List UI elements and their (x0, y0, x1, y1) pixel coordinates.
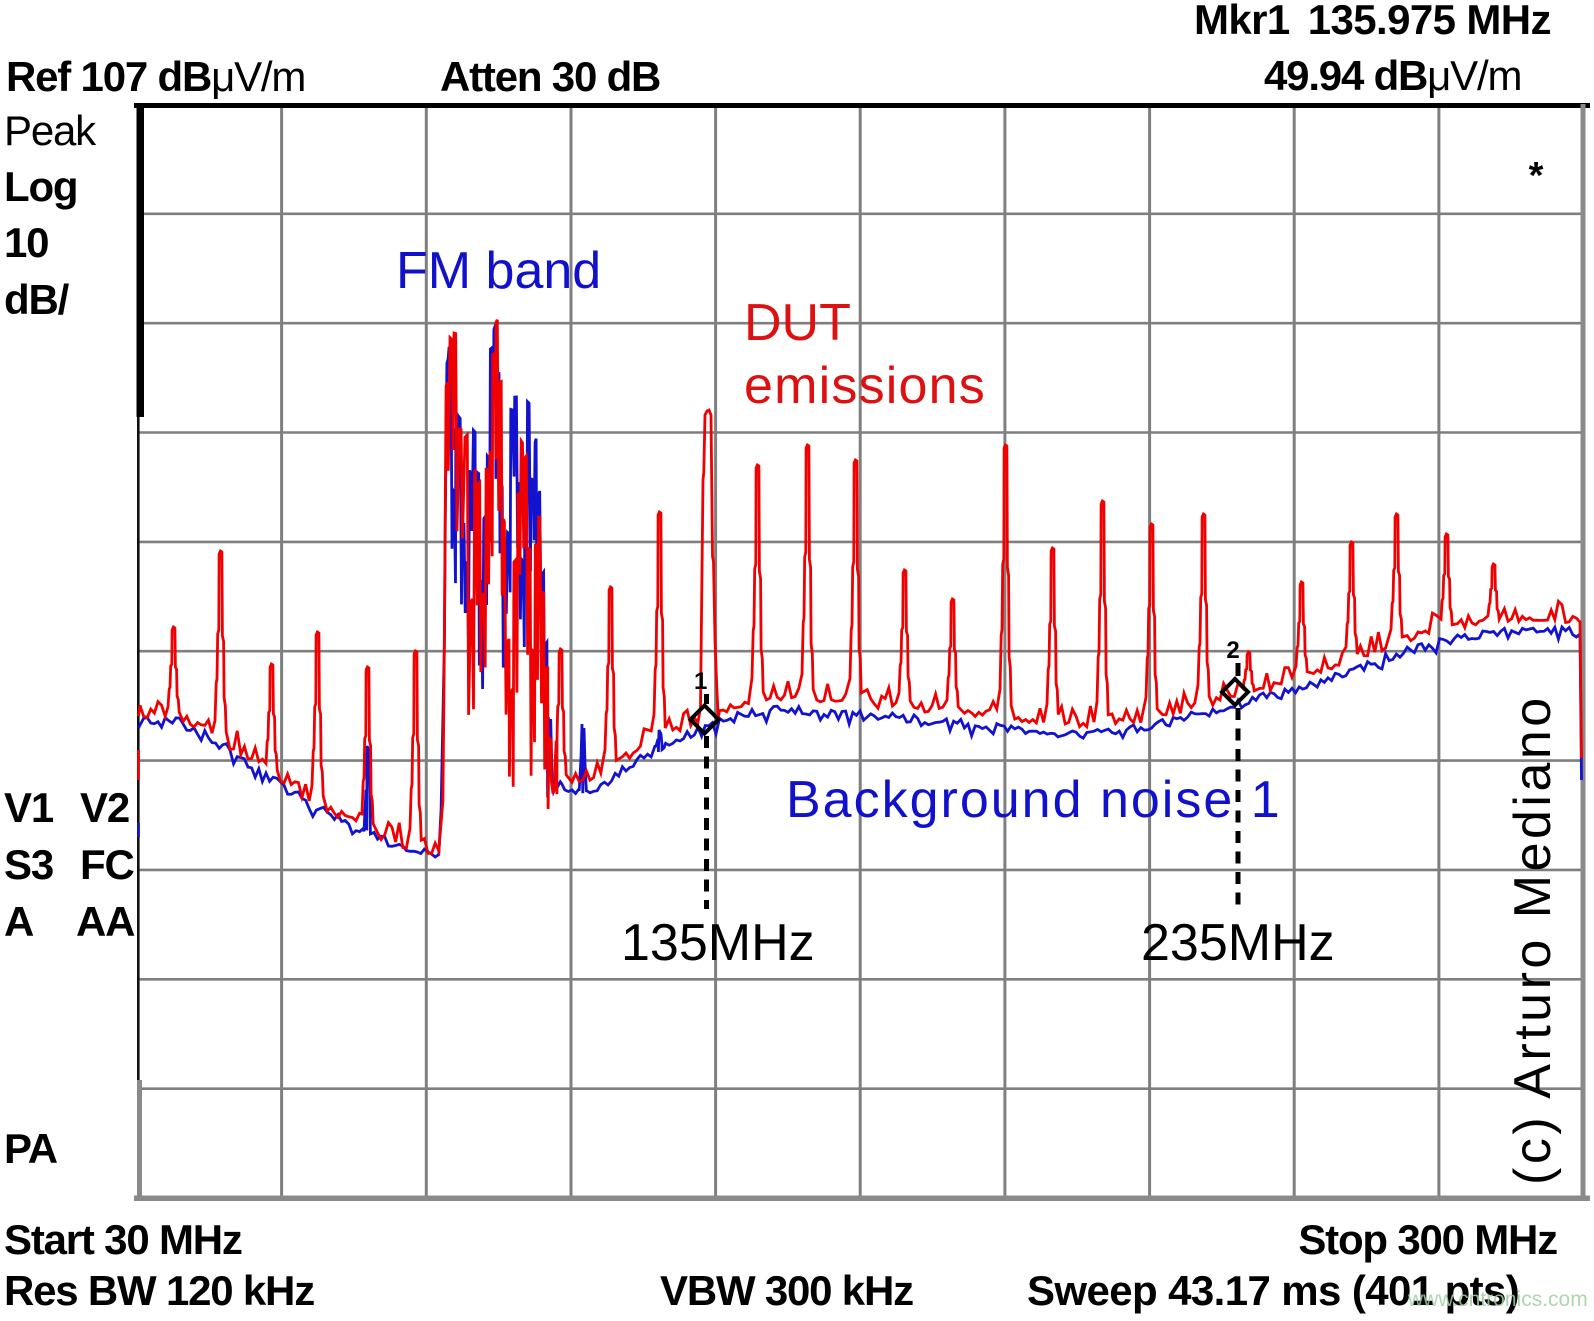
svg-text:1: 1 (694, 668, 707, 695)
svg-text:Ref 107 dBμV/m: Ref 107 dBμV/m (6, 53, 305, 100)
svg-text:V2: V2 (80, 784, 129, 831)
svg-text:AA: AA (76, 898, 135, 945)
svg-text:(c) Arturo Mediano: (c) Arturo Mediano (1504, 694, 1562, 1185)
svg-text:A: A (4, 898, 34, 945)
svg-text:FC: FC (80, 841, 134, 888)
svg-text:PA: PA (4, 1125, 58, 1172)
svg-text:V1: V1 (4, 784, 54, 831)
svg-text:Sweep 43.17 ms (401 pts): Sweep 43.17 ms (401 pts) (1027, 1267, 1519, 1314)
svg-text:*: * (1529, 155, 1544, 197)
svg-text:S3: S3 (4, 841, 53, 888)
svg-text:10: 10 (4, 219, 48, 266)
svg-text:FM band: FM band (396, 242, 601, 300)
svg-text:135MHz: 135MHz (621, 914, 815, 972)
svg-text:www.cntronics.com: www.cntronics.com (1407, 1288, 1588, 1311)
svg-text:Res BW 120 kHz: Res BW 120 kHz (4, 1267, 314, 1314)
svg-text:235MHz: 235MHz (1141, 914, 1335, 972)
svg-text:VBW 300 kHz: VBW 300 kHz (660, 1267, 913, 1314)
svg-text:Atten 30 dB: Atten 30 dB (440, 53, 660, 100)
svg-text:Log: Log (4, 163, 77, 210)
svg-text:Stop 300 MHz: Stop 300 MHz (1298, 1216, 1557, 1263)
svg-text:DUT: DUT (744, 294, 851, 352)
svg-text:49.94 dBμV/m: 49.94 dBμV/m (1264, 52, 1521, 99)
svg-text:emissions: emissions (744, 357, 986, 415)
svg-text:Background noise 1: Background noise 1 (786, 771, 1282, 829)
svg-text:2: 2 (1226, 637, 1239, 664)
svg-text:Peak: Peak (4, 107, 97, 154)
svg-text:Mkr1 135.975 MHz: Mkr1 135.975 MHz (1194, 0, 1551, 43)
svg-text:Start 30 MHz: Start 30 MHz (4, 1216, 242, 1263)
svg-text:dB/: dB/ (4, 276, 70, 323)
